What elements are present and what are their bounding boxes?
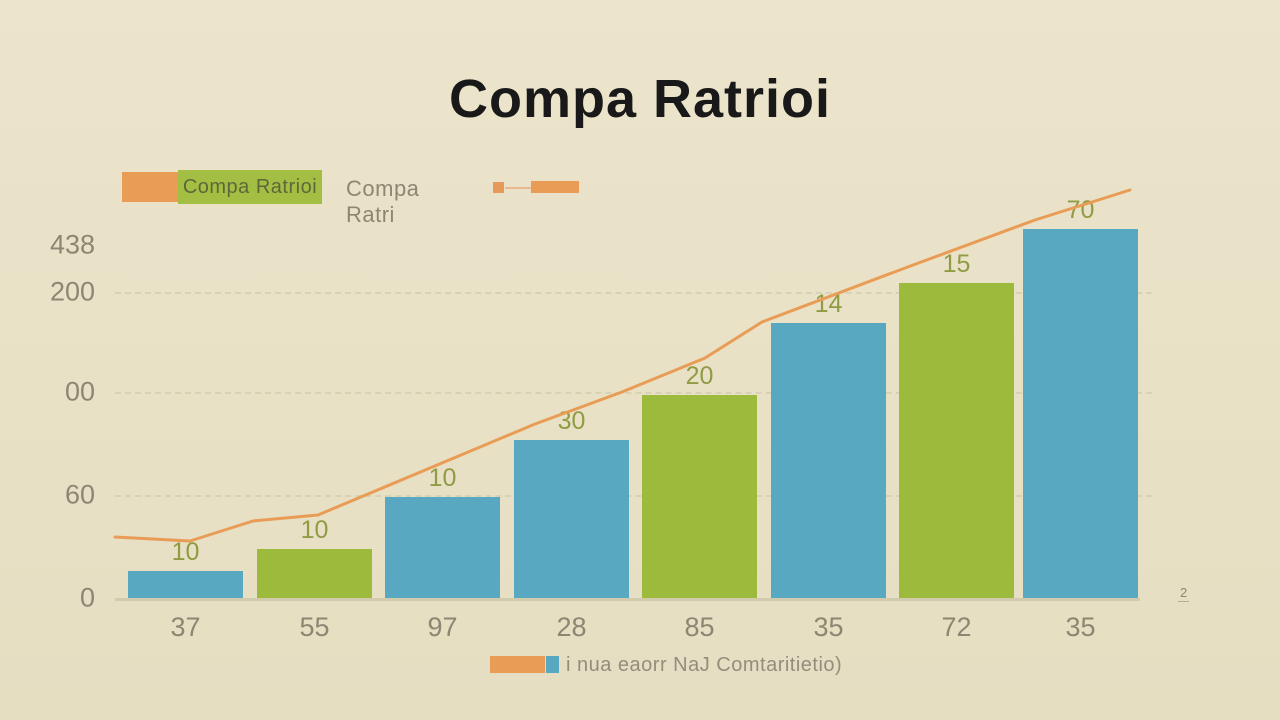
bar-value-label: 70 bbox=[1066, 196, 1095, 224]
x-axis-category-label: 85 bbox=[684, 612, 715, 642]
bar-55 bbox=[257, 549, 372, 598]
y-axis-tick-label: 60 bbox=[64, 479, 95, 510]
legend-bar-series-label: Compa Ratrioi bbox=[182, 175, 318, 198]
legend-orange-swatch bbox=[122, 172, 178, 202]
x-axis-category-label: 37 bbox=[170, 612, 201, 642]
x-axis-baseline bbox=[115, 598, 1140, 601]
bar-value-label: 30 bbox=[557, 407, 586, 435]
footer-orange-swatch bbox=[490, 656, 545, 673]
x-axis-category-label: 55 bbox=[299, 612, 330, 642]
bar-value-label: 14 bbox=[814, 290, 843, 318]
x-axis-category-label: 97 bbox=[427, 612, 458, 642]
y-axis-tick-label: 438 bbox=[49, 229, 95, 260]
bar-value-label: 10 bbox=[428, 464, 457, 492]
x-axis-category-label: 35 bbox=[813, 612, 844, 642]
bar-value-label: 20 bbox=[685, 362, 714, 390]
bar-72 bbox=[899, 283, 1014, 598]
legend-line-marker-icon bbox=[493, 180, 583, 196]
bar-97 bbox=[385, 497, 500, 598]
legend-line-marker-square bbox=[493, 182, 504, 193]
x-axis-category-label: 35 bbox=[1065, 612, 1096, 642]
x-axis-category-label: 72 bbox=[941, 612, 972, 642]
x-axis-category-label: 28 bbox=[556, 612, 587, 642]
bar-35 bbox=[1023, 229, 1138, 598]
bar-85 bbox=[642, 395, 757, 598]
bar-value-label: 10 bbox=[171, 538, 200, 566]
legend-bar-series: Compa Ratrioi bbox=[178, 170, 322, 204]
y-axis-tick-label: 200 bbox=[49, 276, 95, 307]
chart-title: Compa Ratrioi bbox=[448, 69, 832, 129]
footer-blue-swatch bbox=[546, 656, 559, 673]
legend-line-marker-dash bbox=[505, 187, 531, 189]
tiny-artifact-text: 2 bbox=[1178, 585, 1190, 602]
bar-35 bbox=[771, 323, 886, 598]
bar-value-label: 15 bbox=[942, 250, 971, 278]
bar-value-label: 10 bbox=[300, 516, 329, 544]
y-axis-tick-label: 0 bbox=[79, 582, 95, 613]
legend-line-marker-bar bbox=[531, 181, 579, 193]
bar-37 bbox=[128, 571, 243, 598]
bar-28 bbox=[514, 440, 629, 598]
legend-line-series-label: Compa Ratri bbox=[346, 176, 420, 227]
footer-caption: i nua eaorr NaJ Comtaritietio) bbox=[566, 654, 843, 676]
footer-caption-row: i nua eaorr NaJ Comtaritietio) bbox=[0, 652, 1280, 682]
y-axis-tick-label: 00 bbox=[64, 376, 95, 407]
